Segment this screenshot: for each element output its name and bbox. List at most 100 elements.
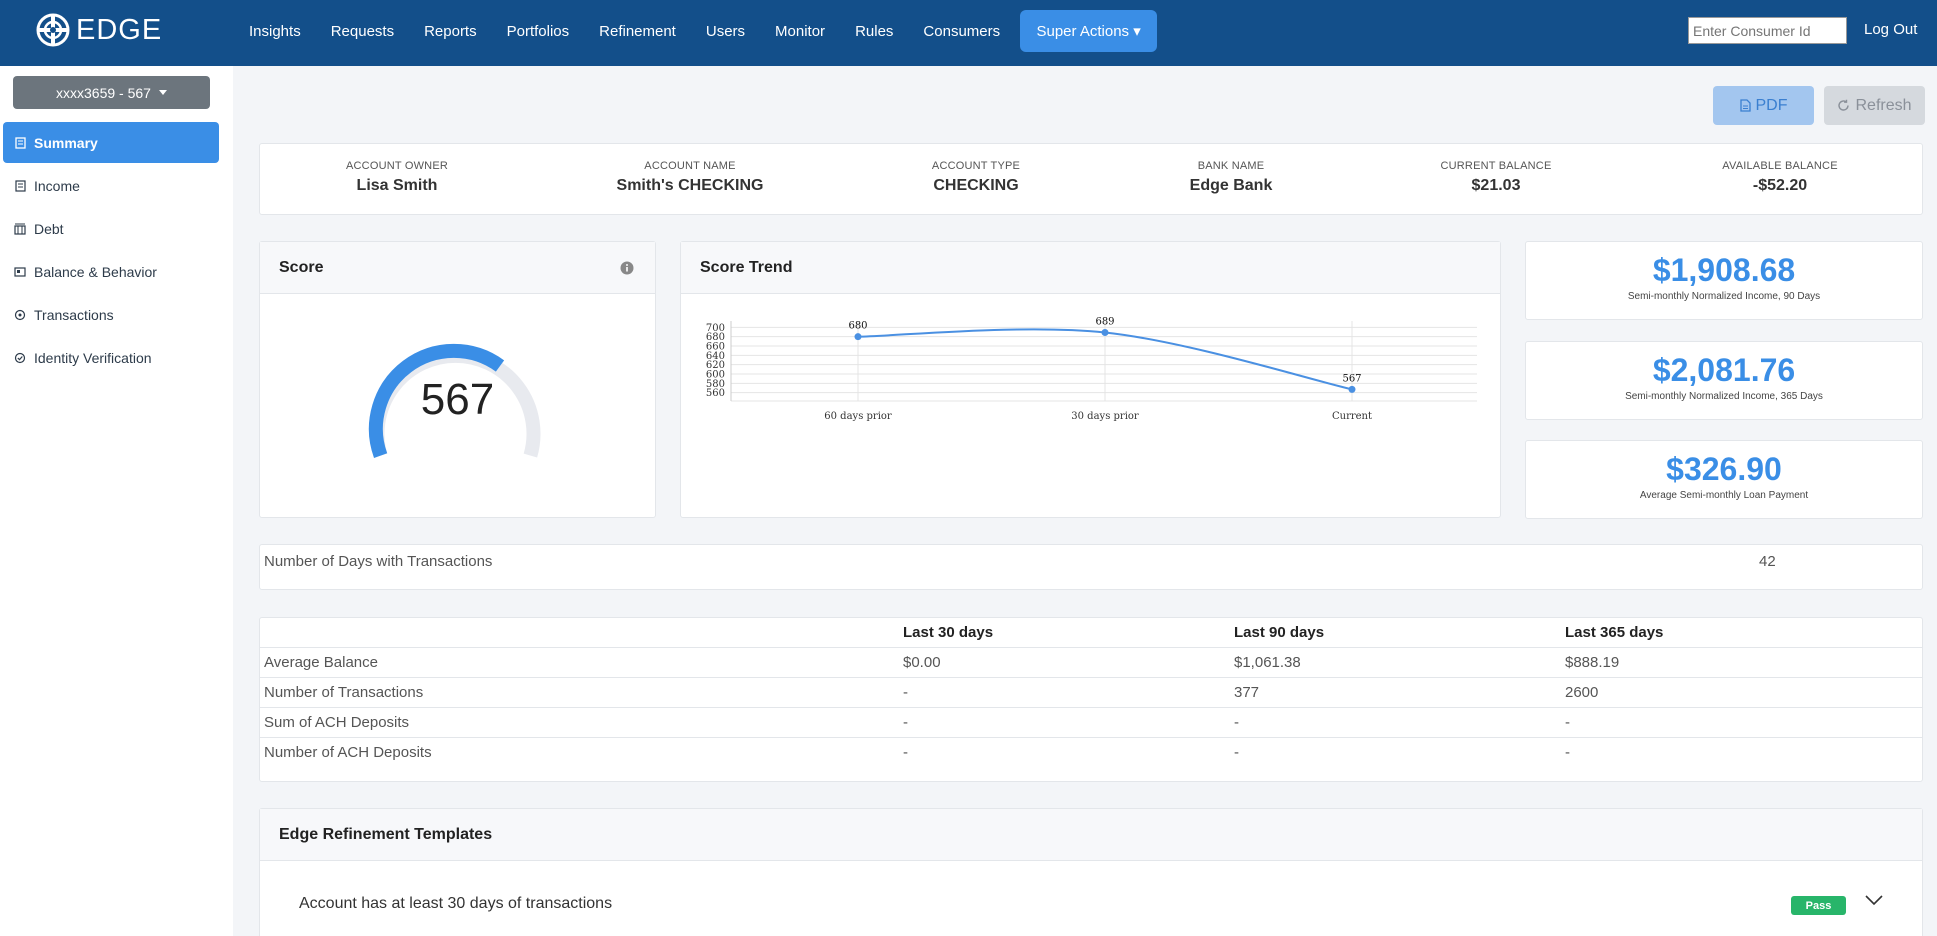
- sidebar-item-label: Identity Verification: [34, 349, 152, 366]
- sidebar-item-label: Debt: [34, 220, 64, 237]
- stat-value: $1,908.68: [1652, 252, 1796, 288]
- score-trend-header: Score Trend: [681, 242, 1500, 294]
- table-cell: 377: [1234, 684, 1260, 701]
- nav-refinement[interactable]: Refinement: [599, 22, 676, 40]
- stat-label: Semi-monthly Normalized Income, 90 Days: [1627, 291, 1821, 302]
- y-tick-label: 600: [706, 370, 725, 381]
- sidebar-item-summary[interactable]: Summary: [3, 122, 219, 163]
- gauge-fill: [368, 343, 505, 458]
- brand-name: EDGE: [76, 13, 163, 46]
- nav-portfolios[interactable]: Portfolios: [506, 22, 570, 40]
- field-value: $21.03: [1471, 177, 1521, 194]
- field-label: ACCOUNT NAME: [644, 160, 736, 172]
- field-value: Lisa Smith: [356, 177, 438, 194]
- y-tick-label: 660: [706, 342, 725, 353]
- column-header: Last 30 days: [903, 624, 994, 641]
- field-label: ACCOUNT OWNER: [345, 160, 449, 172]
- row-label: Number of Transactions: [264, 684, 424, 701]
- field-label: AVAILABLE BALANCE: [1722, 160, 1838, 172]
- pdf-button[interactable]: PDF: [1713, 86, 1814, 125]
- sidebar-item-balance-behavior[interactable]: Balance & Behavior: [3, 251, 219, 292]
- data-point: [854, 333, 862, 341]
- bank-name-field: BANK NAME Edge Bank: [1190, 160, 1273, 195]
- top-navbar: EDGE Insights Requests Reports Portfolio…: [0, 0, 1937, 66]
- data-label: 680: [848, 321, 867, 332]
- table-cell: -: [903, 714, 908, 731]
- nav-requests[interactable]: Requests: [330, 22, 395, 40]
- caret-down-icon: [158, 90, 167, 95]
- score-card-title: Score: [279, 258, 324, 276]
- nav-insights[interactable]: Insights: [249, 22, 301, 40]
- account-info-card: ACCOUNT OWNER Lisa Smith ACCOUNT NAME Sm…: [259, 143, 1923, 215]
- table-row: Number of ACH Deposits - - -: [260, 738, 1922, 768]
- account-selector-dropdown[interactable]: xxxx3659 - 567: [13, 76, 210, 109]
- score-card-header: Score: [260, 242, 655, 294]
- template-item[interactable]: Account has at least 30 days of transact…: [260, 889, 1922, 936]
- sidebar-item-debt[interactable]: Debt: [3, 208, 219, 249]
- status-badge: Pass: [1791, 896, 1846, 915]
- table-header-row: Last 30 days Last 90 days Last 365 days: [260, 618, 1922, 648]
- x-tick-label: 60 days prior: [824, 411, 892, 422]
- stat-label: Average Semi-monthly Loan Payment: [1639, 490, 1809, 501]
- chevron-down-icon[interactable]: [1864, 893, 1884, 907]
- stat-card-income-365: $2,081.76 Semi-monthly Normalized Income…: [1525, 341, 1923, 420]
- nav-reports[interactable]: Reports: [424, 22, 477, 40]
- table-cell: 2600: [1565, 684, 1599, 701]
- sidebar-item-identity-verification[interactable]: Identity Verification: [3, 337, 219, 378]
- table-cell: $0.00: [903, 654, 941, 671]
- x-tick-label: Current: [1332, 411, 1372, 422]
- summary-table: Last 30 days Last 90 days Last 365 days …: [259, 617, 1923, 782]
- table-row: Average Balance $0.00 $1,061.38 $888.19: [260, 648, 1922, 678]
- score-gauge: [368, 343, 541, 458]
- y-tick-label: 640: [706, 351, 725, 362]
- table-row: Sum of ACH Deposits - - -: [260, 708, 1922, 738]
- refresh-button[interactable]: Refresh: [1824, 86, 1925, 125]
- sidebar-item-transactions[interactable]: Transactions: [3, 294, 219, 335]
- refinement-templates-title: Edge Refinement Templates: [279, 825, 493, 843]
- score-card: Score 567: [259, 241, 656, 518]
- table-cell: -: [903, 744, 908, 761]
- stat-card-loan-payment: $326.90 Average Semi-monthly Loan Paymen…: [1525, 440, 1923, 519]
- account-owner-field: ACCOUNT OWNER Lisa Smith: [346, 160, 448, 195]
- super-actions-dropdown[interactable]: Super Actions ▾: [1020, 10, 1158, 52]
- data-point: [1101, 328, 1109, 336]
- score-value: 567: [420, 375, 495, 424]
- y-tick-label: 700: [706, 323, 725, 334]
- field-value: CHECKING: [933, 177, 1019, 194]
- days-value: 42: [1759, 553, 1776, 570]
- account-type-field: ACCOUNT TYPE CHECKING: [932, 160, 1020, 195]
- field-label: ACCOUNT TYPE: [931, 160, 1021, 172]
- account-selector-label: xxxx3659 - 567: [56, 84, 151, 101]
- sidebar-item-income[interactable]: Income: [3, 165, 219, 206]
- nav-consumers[interactable]: Consumers: [923, 22, 1001, 40]
- brand-logo[interactable]: EDGE: [36, 13, 162, 47]
- field-value: -$52.20: [1752, 177, 1808, 194]
- column-header: Last 365 days: [1565, 624, 1664, 641]
- nav-users[interactable]: Users: [705, 22, 746, 40]
- sidebar-item-label: Summary: [34, 134, 98, 151]
- table-cell: -: [903, 684, 908, 701]
- logout-link[interactable]: Log Out: [1864, 21, 1918, 38]
- nav-rules[interactable]: Rules: [855, 22, 894, 40]
- table-cell: -: [1234, 714, 1239, 731]
- y-tick-label: 560: [706, 388, 725, 399]
- info-icon[interactable]: [620, 261, 634, 275]
- template-text: Account has at least 30 days of transact…: [299, 895, 613, 912]
- days-label: Number of Days with Transactions: [264, 553, 493, 570]
- consumer-id-input[interactable]: [1688, 17, 1847, 44]
- account-name-field: ACCOUNT NAME Smith's CHECKING: [617, 160, 764, 195]
- stat-card-income-90: $1,908.68 Semi-monthly Normalized Income…: [1525, 241, 1923, 320]
- balance-icon: [13, 266, 27, 278]
- nav-monitor[interactable]: Monitor: [775, 22, 826, 40]
- stat-value: $2,081.76: [1652, 352, 1796, 388]
- sidebar: xxxx3659 - 567 Summary Income Debt Balan…: [0, 66, 233, 936]
- table-cell: -: [1565, 714, 1570, 731]
- income-icon: [13, 179, 27, 192]
- column-header: Last 90 days: [1234, 624, 1325, 641]
- data-label: 689: [1095, 316, 1114, 327]
- table-cell: -: [1565, 744, 1570, 761]
- main-nav: Insights Requests Reports Portfolios Ref…: [234, 0, 1158, 62]
- field-value: Edge Bank: [1189, 177, 1273, 194]
- sidebar-item-label: Income: [34, 177, 80, 194]
